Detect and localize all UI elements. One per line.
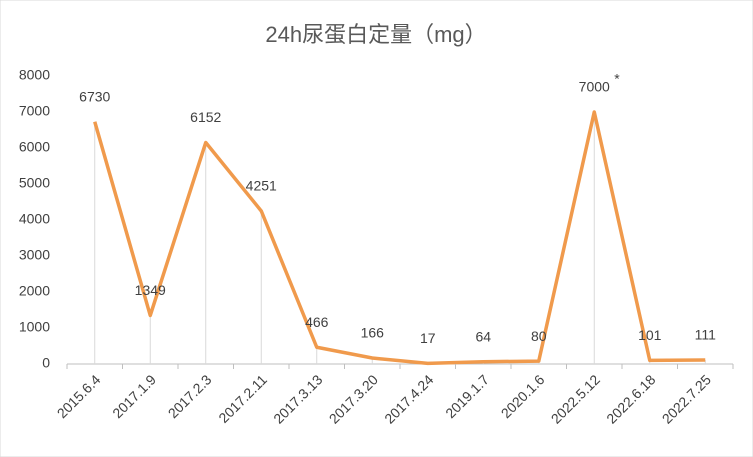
data-label: 166 — [361, 325, 385, 341]
data-label: 1349 — [135, 282, 166, 298]
data-label: 111 — [695, 327, 716, 343]
data-label: 466 — [305, 314, 329, 330]
data-label: 6152 — [190, 109, 221, 125]
y-tick-label: 3000 — [19, 247, 50, 263]
data-label: 6730 — [79, 88, 110, 104]
data-label: 64 — [475, 328, 491, 344]
data-label: 80 — [531, 328, 547, 344]
y-tick-label: 6000 — [19, 139, 50, 155]
data-label: 7000 — [579, 79, 610, 95]
annotation: * — [614, 71, 620, 87]
y-tick-label: 1000 — [19, 319, 50, 335]
y-tick-label: 7000 — [19, 103, 50, 119]
chart-title: 24h尿蛋白定量（mg） — [265, 22, 486, 47]
data-label: 17 — [420, 330, 436, 346]
y-tick-label: 0 — [42, 355, 50, 371]
y-tick-label: 2000 — [19, 283, 50, 299]
y-tick-label: 8000 — [19, 67, 50, 83]
y-tick-label: 5000 — [19, 175, 50, 191]
data-label: 101 — [638, 327, 662, 343]
y-tick-label: 4000 — [19, 211, 50, 227]
data-line — [93, 110, 706, 366]
data-label: 4251 — [246, 178, 277, 194]
